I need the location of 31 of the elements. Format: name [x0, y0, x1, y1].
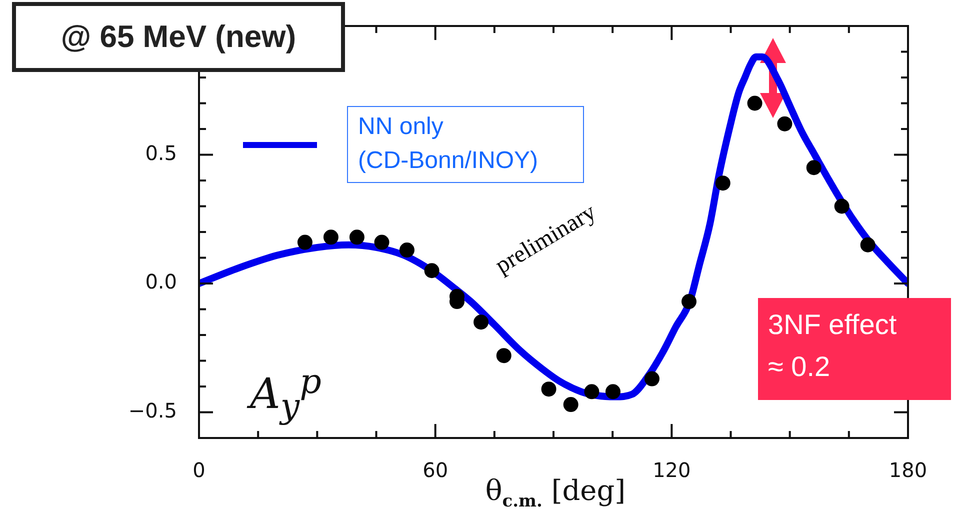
point — [323, 230, 338, 245]
point — [715, 176, 730, 191]
point — [747, 96, 762, 111]
x-tick-label: 0 — [192, 458, 206, 482]
point — [777, 116, 792, 132]
x-tick-label: 120 — [652, 458, 691, 482]
point — [541, 382, 556, 397]
point — [399, 242, 414, 258]
chart-title: @ 65 MeV (new) — [12, 2, 345, 72]
point — [605, 384, 620, 400]
point — [563, 397, 578, 412]
point — [374, 234, 390, 250]
annotation: 3NF effect ≈ 0.2 — [758, 298, 951, 400]
point — [584, 384, 600, 400]
y-tick-label: 0.5 — [145, 140, 177, 165]
y-tick-label: −0.5 — [128, 398, 177, 422]
point — [644, 371, 660, 386]
point — [349, 230, 364, 245]
point — [474, 314, 489, 330]
point — [682, 294, 696, 310]
x-tick-label: 60 — [422, 458, 448, 482]
legend-label: NN only (CD-Bonn/INOY) — [358, 113, 538, 174]
point — [806, 160, 822, 176]
point — [496, 348, 512, 364]
point — [860, 237, 876, 252]
point — [297, 234, 312, 250]
y-tick-label: 0.0 — [145, 270, 177, 294]
point — [834, 198, 850, 214]
x-axis-title: θ$_{c.m.}$ [deg] — [485, 474, 626, 512]
x-tick-label: 180 — [888, 458, 928, 482]
point — [424, 263, 440, 278]
